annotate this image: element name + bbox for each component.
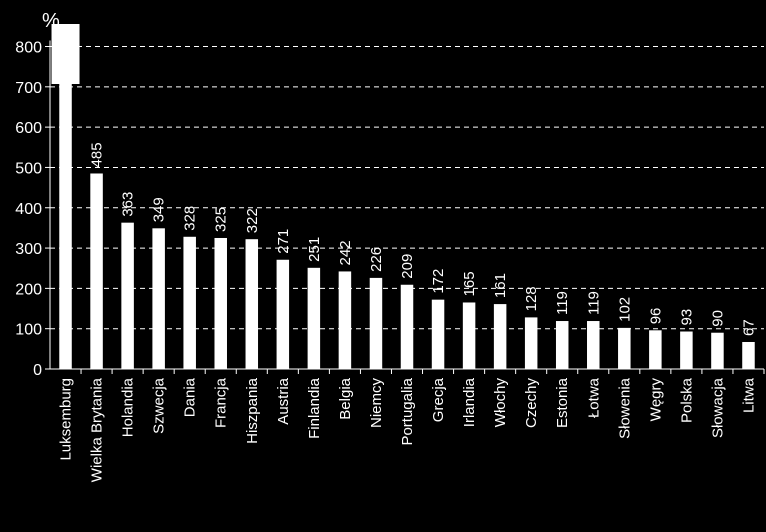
value-label: 165 — [461, 271, 478, 296]
x-tick-label: Włochy — [492, 378, 509, 428]
x-tick-label: Dania — [182, 377, 199, 417]
bar — [121, 222, 134, 369]
value-label: 119 — [585, 291, 602, 315]
bar — [431, 299, 445, 369]
x-tick-label: Niemcy — [368, 378, 385, 429]
value-label: 102 — [616, 297, 633, 322]
x-tick-label: Irlandia — [461, 377, 478, 427]
x-tick-label: Czechy — [523, 378, 540, 429]
bar — [183, 236, 196, 369]
value-label: 322 — [244, 208, 261, 233]
bar — [307, 267, 321, 369]
x-tick-label: Polska — [678, 377, 695, 423]
value-label: 67 — [740, 319, 757, 336]
value-label: 209 — [399, 254, 416, 279]
x-tick-label: Estonia — [554, 377, 571, 428]
y-tick-label: 500 — [15, 160, 42, 177]
bar — [618, 327, 631, 369]
grid-lines — [50, 46, 764, 330]
value-label: 90 — [709, 310, 726, 327]
bar — [369, 277, 383, 369]
bar — [59, 26, 72, 369]
bar — [680, 331, 693, 369]
bar — [245, 239, 259, 369]
bar — [493, 304, 507, 369]
y-tick-label: 200 — [15, 281, 42, 298]
bar — [587, 321, 600, 369]
value-label: 172 — [430, 269, 447, 294]
bar — [649, 330, 662, 369]
x-tick-label: Wielka Brytania — [89, 377, 106, 482]
value-label: 93 — [678, 309, 695, 326]
x-tick-label: Finlandia — [306, 377, 323, 439]
y-axis: 0 100 200 300 400 500 600 700 800 — [15, 40, 764, 379]
bar — [742, 341, 755, 369]
bar — [400, 284, 414, 369]
x-tick-label: Grecja — [430, 377, 447, 422]
value-label: 96 — [647, 308, 664, 325]
value-label: 271 — [275, 229, 292, 254]
bar-overflow-box — [51, 24, 80, 84]
bar — [555, 321, 569, 369]
bar — [462, 302, 476, 369]
y-tick-label: 100 — [15, 322, 42, 339]
y-tick-label: 400 — [15, 201, 42, 218]
value-label: 128 — [523, 286, 540, 311]
y-tick-label: 300 — [15, 241, 42, 258]
x-tick-label: Hiszpania — [244, 377, 261, 444]
x-tick-label: Węgry — [647, 378, 664, 422]
value-label: 363 — [120, 192, 137, 217]
value-label: 242 — [337, 240, 354, 265]
x-tick-label: Austria — [275, 377, 292, 424]
bar — [711, 332, 724, 369]
bar — [338, 271, 352, 369]
x-tick-label: Belgia — [337, 377, 354, 419]
y-tick-label: 600 — [15, 120, 42, 137]
x-axis-labels: Luksemburg Wielka Brytania Holandia Szwecja… — [58, 369, 765, 482]
value-label: 485 — [89, 142, 106, 167]
value-label: 226 — [368, 247, 385, 272]
value-label: 349 — [151, 197, 168, 222]
x-tick-label: Luksemburg — [58, 378, 75, 461]
y-tick-label: 0 — [33, 362, 42, 379]
value-label: 328 — [182, 206, 199, 231]
y-axis-label: % — [42, 10, 60, 32]
x-tick-label: Holandia — [120, 377, 137, 437]
value-label: 161 — [492, 273, 509, 298]
y-tick-label: 700 — [15, 80, 42, 97]
value-label: 325 — [213, 207, 230, 232]
value-label: 251 — [306, 237, 323, 262]
value-labels: 485 363 349 328 325 322 271 251 242 226 209 172 165 1… — [89, 142, 758, 336]
bar — [524, 317, 538, 369]
bar — [90, 173, 103, 369]
x-tick-label: Łotwa — [585, 377, 602, 418]
x-tick-label: Francja — [213, 377, 230, 428]
bars — [51, 24, 755, 369]
x-tick-label: Portugalia — [399, 377, 416, 445]
x-tick-label: Litwa — [740, 377, 757, 413]
bar — [152, 228, 165, 369]
x-tick-label: Słowacja — [709, 377, 726, 438]
bar — [214, 237, 227, 369]
x-tick-label: Szwecja — [151, 377, 168, 434]
bar — [276, 259, 290, 369]
x-tick-label: Słowenia — [616, 377, 633, 439]
y-tick-label: 800 — [15, 40, 42, 57]
value-label: 119 — [554, 291, 571, 315]
